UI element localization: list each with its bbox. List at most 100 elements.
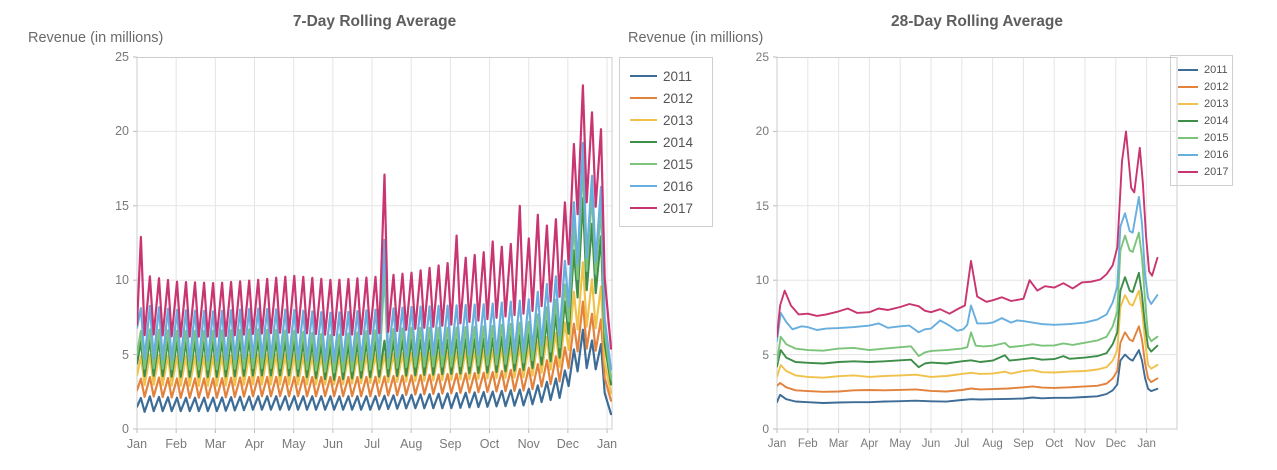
y-tick-label: 25 bbox=[115, 50, 129, 64]
x-tick-label: Nov bbox=[517, 437, 540, 451]
series-line-2016 bbox=[137, 141, 612, 371]
x-tick-label: Oct bbox=[1045, 438, 1064, 450]
legend-label: 2015 bbox=[663, 156, 694, 172]
x-tick-label: Oct bbox=[479, 437, 500, 451]
x-tick-label: Sep bbox=[439, 437, 462, 451]
legend-item-2016: 2016 bbox=[630, 175, 712, 197]
x-tick-label: Jun bbox=[322, 437, 343, 451]
legend-right: 2011 2012 2013 2014 2015 2016 2017 bbox=[1170, 55, 1233, 186]
y-tick-label: 5 bbox=[122, 347, 129, 362]
legend-label: 2015 bbox=[1204, 131, 1229, 144]
y-tick-label: 0 bbox=[122, 422, 129, 436]
series-line-2011 bbox=[777, 349, 1159, 404]
x-tick-label: Feb bbox=[165, 437, 187, 451]
legend-line-swatch bbox=[1178, 68, 1198, 71]
y-tick-label: 5 bbox=[762, 347, 769, 362]
legend-label: 2011 bbox=[663, 68, 693, 84]
x-tick-label: Dec bbox=[556, 437, 579, 451]
legend-left: 2011 2012 2013 2014 2015 2016 2017 bbox=[619, 57, 713, 227]
x-tick-label: Apr bbox=[244, 437, 265, 451]
legend-item-2014: 2014 bbox=[1178, 112, 1232, 129]
legend-line-swatch bbox=[1178, 170, 1198, 173]
x-tick-label: Jul bbox=[364, 437, 380, 451]
legend-line-swatch bbox=[1178, 153, 1198, 156]
legend-item-2017: 2017 bbox=[630, 197, 712, 219]
x-tick-label: Jan bbox=[767, 438, 787, 450]
series-line-2017 bbox=[777, 130, 1159, 338]
x-tick-label: Dec bbox=[1105, 438, 1127, 450]
x-tick-label: Nov bbox=[1074, 438, 1096, 450]
legend-line-swatch bbox=[630, 97, 657, 99]
legend-line-swatch bbox=[1178, 102, 1198, 105]
legend-line-swatch bbox=[630, 75, 657, 77]
y-tick-label: 20 bbox=[115, 124, 129, 139]
x-tick-label: Mar bbox=[828, 438, 849, 450]
legend-label: 2012 bbox=[1204, 80, 1229, 93]
legend-line-swatch bbox=[630, 207, 657, 209]
legend-label: 2013 bbox=[1204, 97, 1229, 110]
legend-label: 2011 bbox=[1204, 63, 1228, 76]
legend-label: 2014 bbox=[663, 134, 694, 150]
y-axis-title-left: Revenue (in millions) bbox=[28, 30, 164, 46]
y-tick-label: 10 bbox=[755, 273, 769, 288]
y-tick-label: 15 bbox=[755, 198, 769, 213]
legend-item-2012: 2012 bbox=[630, 87, 712, 109]
legend-line-swatch bbox=[1178, 119, 1198, 122]
x-tick-label: May bbox=[281, 437, 306, 451]
legend-label: 2017 bbox=[663, 200, 694, 216]
x-tick-label: May bbox=[889, 438, 912, 450]
x-tick-label: Aug bbox=[982, 438, 1003, 450]
x-tick-label: Jul bbox=[954, 438, 970, 450]
legend-line-swatch bbox=[630, 119, 657, 121]
y-axis-title-right: Revenue (in millions) bbox=[628, 30, 764, 46]
plot-area bbox=[773, 56, 1178, 433]
chart-title-left: 7-Day Rolling Average bbox=[292, 13, 457, 30]
chart-title-right: 28-Day Rolling Average bbox=[891, 13, 1063, 30]
y-tick-label: 0 bbox=[762, 422, 769, 436]
legend-item-2012: 2012 bbox=[1178, 78, 1232, 95]
legend-line-swatch bbox=[1178, 136, 1198, 139]
legend-line-swatch bbox=[630, 185, 657, 187]
legend-line-swatch bbox=[630, 141, 657, 143]
legend-label: 2016 bbox=[1204, 148, 1229, 161]
x-tick-label: Jan bbox=[596, 437, 618, 451]
legend-label: 2012 bbox=[663, 90, 694, 106]
legend-item-2014: 2014 bbox=[630, 131, 712, 153]
plot-border bbox=[136, 57, 613, 430]
x-tick-label: Jun bbox=[921, 438, 941, 450]
legend-item-2013: 2013 bbox=[1178, 95, 1232, 112]
legend-item-2015: 2015 bbox=[1178, 129, 1232, 146]
legend-item-2016: 2016 bbox=[1178, 146, 1232, 163]
series-line-2014 bbox=[777, 271, 1159, 369]
legend-line-swatch bbox=[1178, 85, 1198, 88]
legend-item-2011: 2011 bbox=[1178, 61, 1232, 78]
legend-label: 2016 bbox=[663, 178, 694, 194]
series-line-2013 bbox=[777, 289, 1159, 379]
series-line-2015 bbox=[777, 231, 1159, 363]
series-line-2016 bbox=[777, 195, 1159, 343]
plot-area bbox=[133, 56, 613, 433]
x-tick-label: Apr bbox=[860, 438, 879, 450]
plot-border bbox=[776, 57, 1178, 430]
y-tick-label: 20 bbox=[755, 124, 769, 139]
x-tick-label: Jan bbox=[126, 437, 148, 451]
legend-label: 2014 bbox=[1204, 114, 1229, 127]
x-tick-label: Jan bbox=[1137, 438, 1156, 450]
series-line-2017 bbox=[137, 84, 612, 350]
legend-line-swatch bbox=[630, 163, 657, 165]
x-tick-label: Sep bbox=[1013, 438, 1034, 450]
series-line-2012 bbox=[777, 325, 1159, 393]
series-line-2011 bbox=[137, 328, 612, 416]
series-line-2012 bbox=[137, 300, 612, 402]
legend-item-2011: 2011 bbox=[630, 65, 712, 87]
x-tick-label: Feb bbox=[797, 438, 818, 450]
y-tick-label: 15 bbox=[115, 198, 129, 213]
y-tick-label: 10 bbox=[115, 273, 129, 288]
legend-item-2015: 2015 bbox=[630, 153, 712, 175]
x-tick-label: Aug bbox=[400, 437, 423, 451]
x-tick-label: Mar bbox=[204, 437, 227, 451]
legend-item-2017: 2017 bbox=[1178, 163, 1232, 180]
